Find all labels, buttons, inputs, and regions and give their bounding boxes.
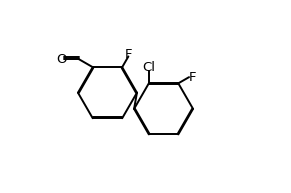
Text: F: F [189, 71, 196, 84]
Text: O: O [57, 52, 67, 66]
Text: F: F [125, 48, 132, 61]
Text: Cl: Cl [142, 61, 155, 74]
